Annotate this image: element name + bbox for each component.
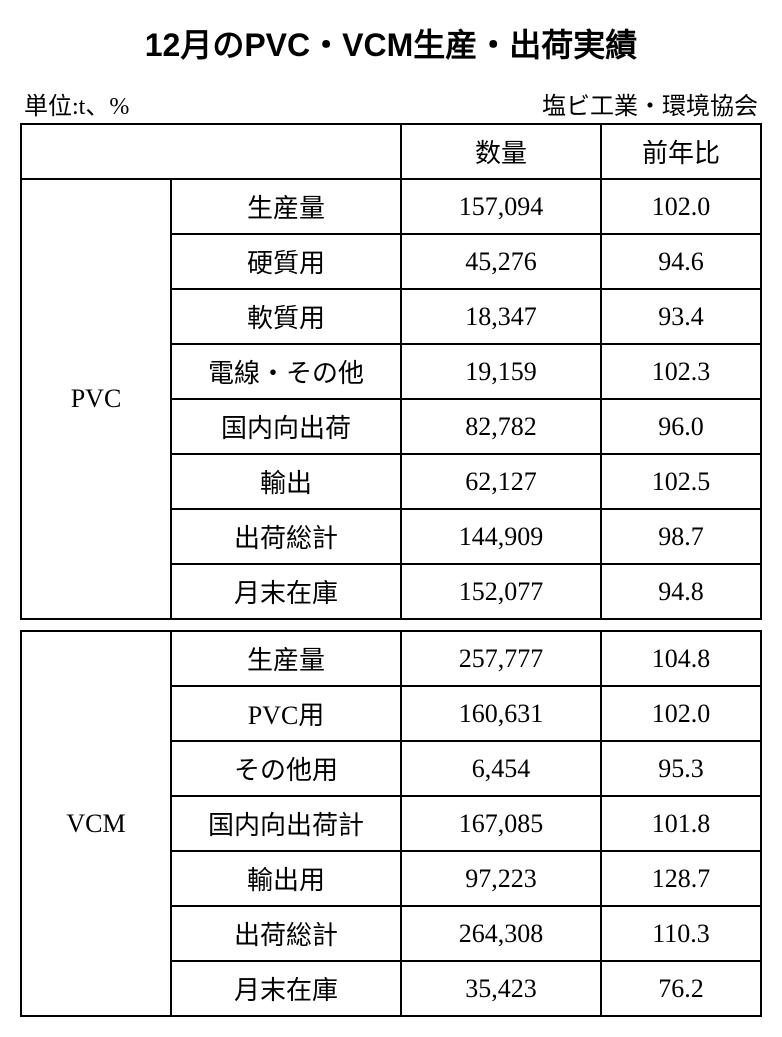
subtitle-row: 単位:t、% 塩ビ工業・環境協会 <box>20 86 762 121</box>
row-quantity: 18,347 <box>401 289 601 344</box>
section-gap <box>21 619 761 631</box>
category-pvc: PVC <box>21 179 171 619</box>
row-yoy: 98.7 <box>601 509 761 564</box>
header-blank-2 <box>171 124 401 179</box>
row-quantity: 45,276 <box>401 234 601 289</box>
row-label: 出荷総計 <box>171 509 401 564</box>
row-quantity: 160,631 <box>401 686 601 741</box>
row-label: 輸出 <box>171 454 401 509</box>
row-label: 電線・その他 <box>171 344 401 399</box>
row-quantity: 167,085 <box>401 796 601 851</box>
row-quantity: 97,223 <box>401 851 601 906</box>
row-yoy: 94.8 <box>601 564 761 619</box>
row-label: 出荷総計 <box>171 906 401 961</box>
row-quantity: 257,777 <box>401 631 601 686</box>
row-label: PVC用 <box>171 686 401 741</box>
row-label: 輸出用 <box>171 851 401 906</box>
row-label: 硬質用 <box>171 234 401 289</box>
row-yoy: 76.2 <box>601 961 761 1016</box>
row-label: 月末在庫 <box>171 961 401 1016</box>
row-yoy: 101.8 <box>601 796 761 851</box>
row-quantity: 144,909 <box>401 509 601 564</box>
row-label: 生産量 <box>171 631 401 686</box>
row-yoy: 102.5 <box>601 454 761 509</box>
row-yoy: 102.3 <box>601 344 761 399</box>
row-label: 軟質用 <box>171 289 401 344</box>
row-label: 国内向出荷 <box>171 399 401 454</box>
header-blank-1 <box>21 124 171 179</box>
header-quantity: 数量 <box>401 124 601 179</box>
row-label: 国内向出荷計 <box>171 796 401 851</box>
row-yoy: 102.0 <box>601 686 761 741</box>
row-label: 生産量 <box>171 179 401 234</box>
table-row: VCM 生産量 257,777 104.8 <box>21 631 761 686</box>
row-yoy: 93.4 <box>601 289 761 344</box>
row-quantity: 6,454 <box>401 741 601 796</box>
row-quantity: 82,782 <box>401 399 601 454</box>
row-quantity: 264,308 <box>401 906 601 961</box>
row-quantity: 157,094 <box>401 179 601 234</box>
row-quantity: 19,159 <box>401 344 601 399</box>
data-table: 数量 前年比 PVC 生産量 157,094 102.0 硬質用 45,276 … <box>20 123 762 1017</box>
table-row: PVC 生産量 157,094 102.0 <box>21 179 761 234</box>
category-vcm: VCM <box>21 631 171 1016</box>
row-label: 月末在庫 <box>171 564 401 619</box>
row-yoy: 94.6 <box>601 234 761 289</box>
unit-label: 単位:t、% <box>24 86 129 121</box>
page-title: 12月のPVC・VCM生産・出荷実績 <box>20 20 762 66</box>
row-quantity: 35,423 <box>401 961 601 1016</box>
row-label: その他用 <box>171 741 401 796</box>
row-yoy: 110.3 <box>601 906 761 961</box>
row-quantity: 62,127 <box>401 454 601 509</box>
header-yoy: 前年比 <box>601 124 761 179</box>
header-row: 数量 前年比 <box>21 124 761 179</box>
row-yoy: 104.8 <box>601 631 761 686</box>
row-yoy: 128.7 <box>601 851 761 906</box>
row-yoy: 102.0 <box>601 179 761 234</box>
row-yoy: 96.0 <box>601 399 761 454</box>
row-yoy: 95.3 <box>601 741 761 796</box>
source-label: 塩ビ工業・環境協会 <box>542 86 758 121</box>
row-quantity: 152,077 <box>401 564 601 619</box>
